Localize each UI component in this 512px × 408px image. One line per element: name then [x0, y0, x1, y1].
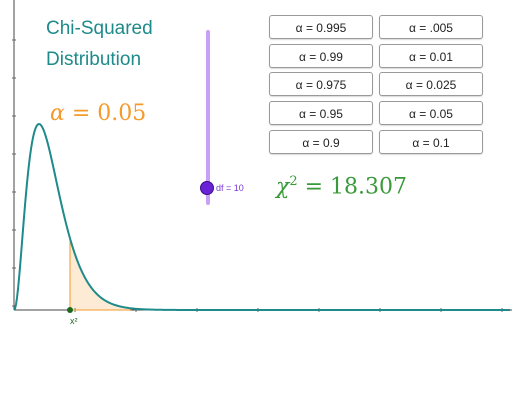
alpha-01-button[interactable]: α = 0.1	[379, 130, 483, 154]
alpha-equals: =	[64, 101, 98, 126]
df-slider-label: df = 10	[216, 183, 244, 193]
df-slider-track[interactable]	[206, 30, 210, 205]
alpha-0025-button[interactable]: α = 0.025	[379, 72, 483, 96]
alpha-001-button[interactable]: α = 0.01	[379, 44, 483, 68]
alpha-099-button[interactable]: α = 0.99	[269, 44, 373, 68]
chi-exponent: 2	[289, 174, 298, 189]
chi-symbol: χ	[276, 174, 290, 200]
alpha-value: 0.05	[97, 101, 147, 126]
chi-squared-point[interactable]	[67, 307, 73, 313]
alpha-095-button[interactable]: α = 0.95	[269, 101, 373, 125]
chi-equals: =	[297, 174, 331, 200]
chi-squared-display: χ2 = 18.307	[276, 174, 407, 199]
alpha-005-upper-button[interactable]: α = .005	[379, 15, 483, 39]
chi-value: 18.307	[330, 174, 408, 200]
title-line-2: Distribution	[46, 49, 142, 70]
df-slider-handle[interactable]	[200, 181, 214, 195]
alpha-0995-button[interactable]: α = 0.995	[269, 15, 373, 39]
chi-point-label: x²	[70, 316, 78, 326]
title-line-1: Chi-Squared	[46, 18, 153, 39]
alpha-display: α = 0.05	[50, 101, 146, 126]
alpha-0975-button[interactable]: α = 0.975	[269, 72, 373, 96]
tail-area	[69, 238, 131, 311]
chi-squared-curve	[13, 122, 510, 311]
alpha-09-button[interactable]: α = 0.9	[269, 130, 373, 154]
alpha-005-button[interactable]: α = 0.05	[379, 101, 483, 125]
alpha-symbol: α	[50, 101, 65, 126]
